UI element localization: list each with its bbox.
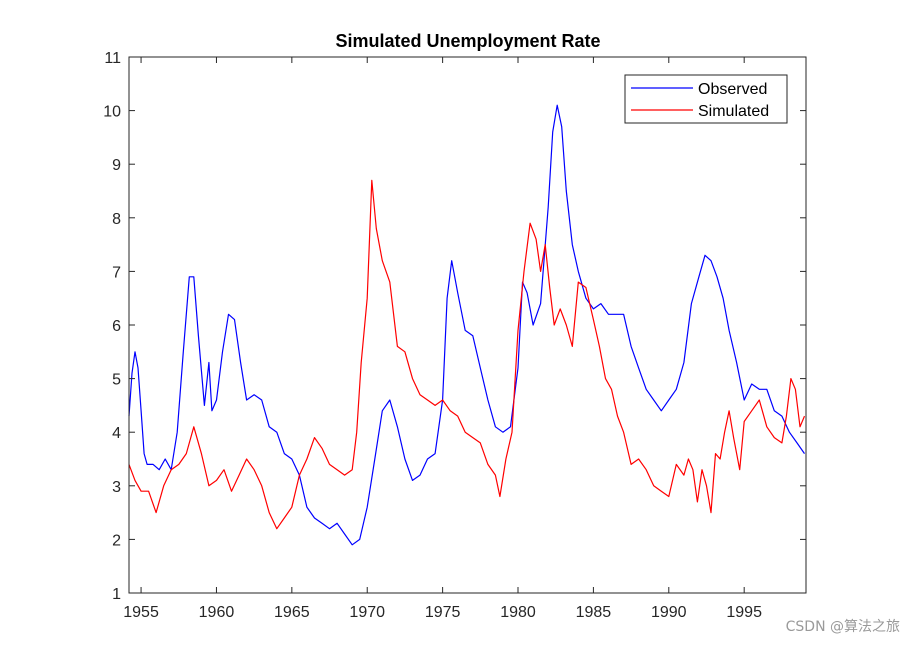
y-tick-label: 7 bbox=[112, 264, 121, 281]
x-tick-label: 1960 bbox=[199, 604, 235, 621]
y-tick-label: 11 bbox=[104, 50, 121, 67]
y-tick-label: 2 bbox=[112, 532, 121, 549]
legend: Observed Simulated bbox=[624, 74, 788, 124]
y-tick-label: 1 bbox=[112, 586, 121, 603]
y-tick-label: 3 bbox=[112, 479, 121, 496]
series-line-observed bbox=[128, 104, 805, 546]
chart-title: Simulated Unemployment Rate bbox=[335, 31, 600, 51]
y-tick-label: 9 bbox=[112, 157, 121, 174]
series-line-simulated bbox=[128, 179, 806, 530]
x-tick-label: 1995 bbox=[726, 604, 762, 621]
y-axis: 1 2 3 4 5 6 7 8 9 10 11 bbox=[103, 50, 806, 603]
y-tick-label: 5 bbox=[112, 372, 121, 389]
x-tick-label: 1965 bbox=[274, 604, 310, 621]
y-tick-label: 8 bbox=[112, 211, 121, 228]
x-tick-label: 1990 bbox=[651, 604, 687, 621]
legend-label-observed: Observed bbox=[698, 81, 767, 98]
x-tick-label: 1970 bbox=[349, 604, 385, 621]
axes-background bbox=[129, 57, 806, 593]
x-tick-label: 1975 bbox=[425, 604, 461, 621]
x-tick-label: 1985 bbox=[576, 604, 612, 621]
x-tick-label: 1955 bbox=[123, 604, 159, 621]
series-layer bbox=[128, 104, 806, 546]
legend-label-simulated: Simulated bbox=[698, 103, 769, 120]
legend-box bbox=[624, 74, 788, 124]
x-axis: 1955 1960 1965 1970 1975 1980 1985 1990 1995 bbox=[123, 57, 762, 621]
y-tick-label: 6 bbox=[112, 318, 121, 335]
plot-area: 1955 1960 1965 1970 1975 1980 1985 1990 1995 1 2 3… bbox=[103, 50, 807, 621]
y-tick-label: 10 bbox=[103, 104, 121, 121]
x-tick-label: 1980 bbox=[500, 604, 536, 621]
y-tick-label: 4 bbox=[112, 425, 121, 442]
watermark-text: CSDN @算法之旅 bbox=[785, 619, 900, 635]
